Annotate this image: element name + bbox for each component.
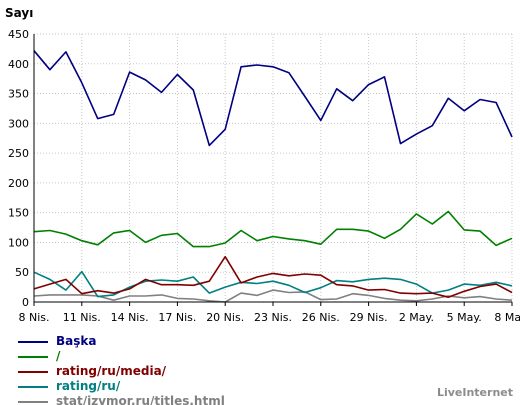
x-tick-label: 14 Nis. — [111, 311, 149, 324]
y-axis-label: Sayı — [5, 6, 33, 20]
line-chart: Sayı 0 50 100 150 200 250 300 350 400 450 8 Nis. 1… — [5, 6, 520, 324]
x-tick-label: 8 May. — [494, 311, 520, 324]
x-tick-label: 29 Nis. — [350, 311, 388, 324]
series-line-1 — [33, 210, 513, 248]
x-tick-label: 2 May. — [399, 311, 434, 324]
y-tick-label: 400 — [8, 58, 29, 71]
series-line-2 — [33, 255, 513, 299]
y-ticks: 0 50 100 150 200 250 300 350 400 450 — [8, 28, 29, 309]
x-ticks: 8 Nis. 11 Nis. 14 Nis. 17 Nis. 20 Nis. 23 Nis… — [18, 311, 520, 324]
x-tick-label: 26 Nis. — [302, 311, 340, 324]
y-tick-label: 200 — [8, 177, 29, 190]
legend-swatch — [18, 371, 48, 373]
x-tick-label: 20 Nis. — [206, 311, 244, 324]
legend-label: stat/izvmor.ru/titles.html — [56, 394, 225, 405]
y-tick-label: 450 — [8, 28, 29, 41]
legend-swatch — [18, 386, 48, 388]
y-tick-label: 350 — [8, 88, 29, 101]
legend-label: rating/ru/ — [56, 379, 121, 393]
y-tick-label: 150 — [8, 207, 29, 220]
grid — [33, 33, 513, 302]
series-line-0 — [33, 50, 513, 147]
series-line-4 — [33, 289, 513, 303]
x-tick-label: 11 Nis. — [63, 311, 101, 324]
series-lines — [33, 50, 513, 303]
legend-label: rating/ru/media/ — [56, 364, 167, 378]
brand-label: LiveInternet — [436, 386, 513, 399]
y-tick-label: 0 — [22, 296, 29, 309]
y-tick-label: 50 — [15, 266, 29, 279]
x-tick-label: 23 Nis. — [254, 311, 292, 324]
legend-swatch — [18, 341, 48, 343]
legend-swatch — [18, 401, 48, 403]
legend-label: / — [56, 349, 61, 363]
axes — [33, 34, 513, 306]
x-tick-label: 17 Nis. — [158, 311, 196, 324]
x-tick-label: 5 May. — [447, 311, 482, 324]
y-tick-label: 250 — [8, 147, 29, 160]
x-tick-label: 8 Nis. — [18, 311, 49, 324]
y-tick-label: 300 — [8, 117, 29, 130]
legend-label: Başka — [56, 334, 97, 348]
legend-swatch — [18, 356, 48, 358]
y-tick-label: 100 — [8, 236, 29, 249]
